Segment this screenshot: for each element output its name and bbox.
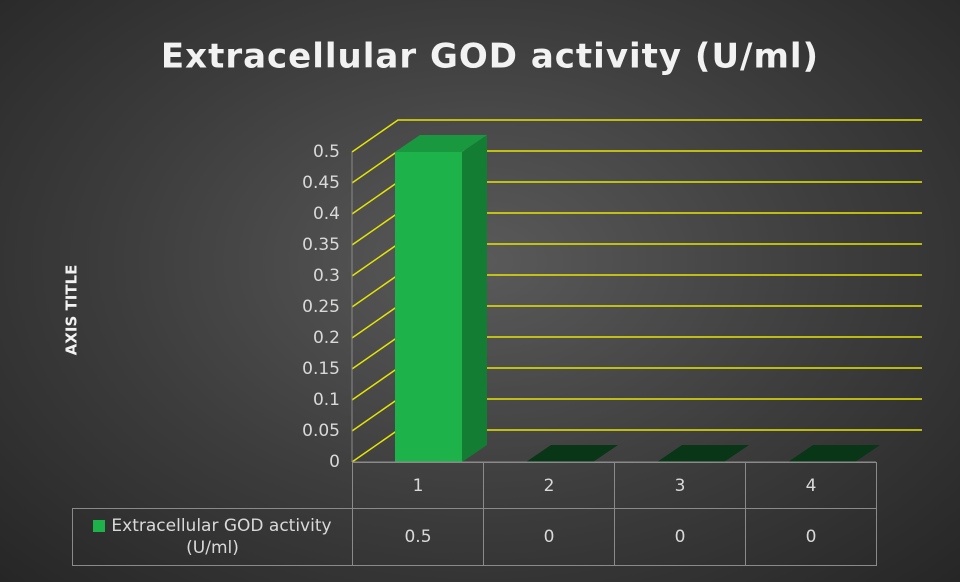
- bar-top: [526, 445, 618, 462]
- x-tick-label: 4: [745, 462, 877, 509]
- y-tick-label: 0.05: [302, 421, 340, 441]
- x-tick-label-text: 2: [543, 475, 555, 496]
- legend-entry: Extracellular GOD activity (U/ml): [72, 508, 353, 566]
- bar: [395, 135, 487, 462]
- bar-front: [395, 152, 462, 462]
- x-tick-label-text: 4: [805, 475, 817, 496]
- y-tick-label: 0.2: [313, 328, 340, 348]
- bar: [657, 445, 749, 462]
- bar-top: [788, 445, 880, 462]
- bar-top: [657, 445, 749, 462]
- bar-top: [395, 135, 487, 152]
- y-tick-label: 0.35: [302, 235, 340, 255]
- y-tick-label: 0.15: [302, 359, 340, 379]
- bar-side: [462, 135, 487, 462]
- data-table-value-text: 0: [543, 527, 555, 547]
- chart-title: Extracellular GOD activity (U/ml): [161, 37, 819, 77]
- y-tick-label: 0.25: [302, 297, 340, 317]
- x-tick-label: 2: [483, 462, 615, 509]
- x-tick-label: 3: [614, 462, 746, 509]
- data-table-value: 0.5: [352, 508, 484, 566]
- data-table-value-text: 0: [805, 527, 817, 547]
- bar: [526, 445, 618, 462]
- bar: [788, 445, 880, 462]
- data-table-value-text: 0: [674, 527, 686, 547]
- y-tick-label: 0.5: [313, 142, 340, 162]
- legend-swatch: [93, 520, 106, 532]
- data-table-value: 0: [483, 508, 615, 566]
- y-tick-label: 0: [329, 452, 340, 472]
- y-axis-title: AXIS TITLE: [63, 265, 81, 356]
- data-table-value: 0: [745, 508, 877, 566]
- grid-line: [351, 119, 922, 153]
- data-table-value-text: 0.5: [404, 527, 432, 547]
- x-tick-label: 1: [352, 462, 484, 509]
- x-tick-label-text: 1: [412, 475, 424, 496]
- x-tick-label-text: 3: [674, 475, 686, 496]
- y-tick-label: 0.4: [313, 204, 340, 224]
- data-table-value: 0: [614, 508, 746, 566]
- y-tick-label: 0.1: [313, 390, 340, 410]
- legend-label: Extracellular GOD activity (U/ml): [111, 516, 332, 558]
- y-tick-label: 0.45: [302, 173, 340, 193]
- y-tick-label: 0.3: [313, 266, 340, 286]
